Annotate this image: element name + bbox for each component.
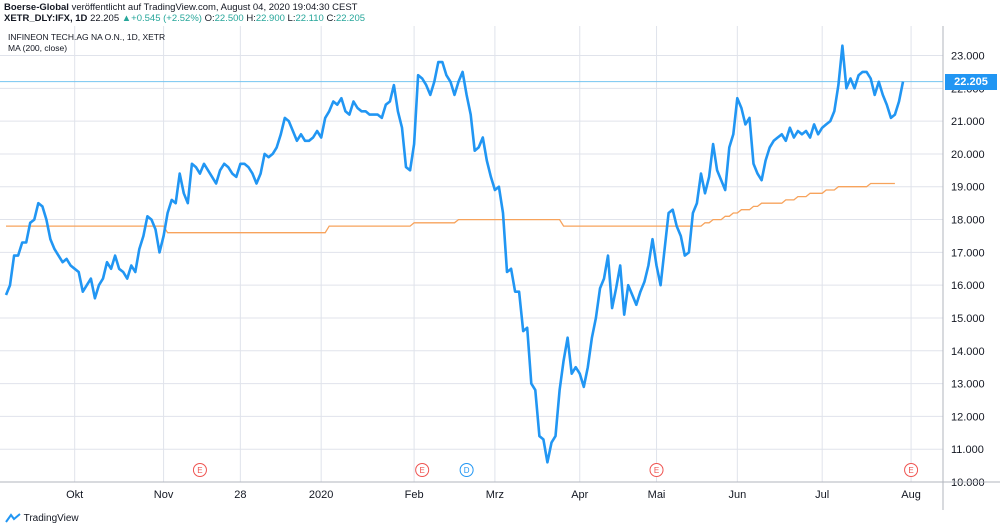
tradingview-icon bbox=[5, 513, 21, 523]
event-label: E bbox=[654, 466, 659, 475]
last-price-tag: 22.205 bbox=[945, 73, 997, 90]
y-tick-label: 16.000 bbox=[951, 280, 985, 292]
publisher-name: Boerse-Global bbox=[4, 2, 69, 13]
earnings-marker[interactable] bbox=[192, 463, 207, 477]
y-tick-label: 23.000 bbox=[951, 51, 985, 63]
x-tick-label: 28 bbox=[234, 489, 246, 501]
y-tick-label: 11.000 bbox=[951, 444, 984, 456]
published-text: veröffentlicht auf TradingView.com, Augu… bbox=[71, 2, 358, 13]
chart-header: Boerse-Global veröffentlicht auf Trading… bbox=[0, 0, 1000, 26]
y-tick-label: 13.000 bbox=[951, 379, 985, 391]
x-tick-label: Aug bbox=[901, 489, 921, 501]
y-tick-label: 21.000 bbox=[951, 116, 985, 128]
publish-info: Boerse-Global veröffentlicht auf Trading… bbox=[4, 2, 357, 13]
earnings-marker[interactable] bbox=[649, 463, 664, 477]
y-tick-label: 20.000 bbox=[951, 149, 985, 161]
instrument-title: INFINEON TECH.AG NA O.N., 1D, XETR bbox=[8, 32, 166, 42]
close-label: C: bbox=[326, 13, 336, 24]
low-label: L: bbox=[287, 13, 296, 24]
symbol-label: XETR_DLY:IFX, 1D bbox=[4, 13, 88, 24]
high-label: H: bbox=[246, 13, 256, 24]
y-tick-label: 15.000 bbox=[951, 313, 985, 325]
low-value: 22.110 bbox=[295, 13, 324, 24]
brand-label: TradingView bbox=[23, 513, 79, 524]
quote-line: XETR_DLY:IFX, 1D 22.205 ▲+0.545 (+2.52%)… bbox=[4, 13, 365, 24]
x-tick-label: Jul bbox=[815, 489, 829, 501]
x-tick-label: Okt bbox=[66, 489, 83, 501]
earnings-marker[interactable] bbox=[415, 463, 430, 477]
chart-area[interactable]: 10.000 11.000 12.000 13.000 14.000 15.000 16.0… bbox=[0, 26, 1000, 510]
x-tick-label: Mai bbox=[648, 489, 666, 501]
y-tick-label: 14.000 bbox=[951, 346, 985, 358]
open-label: O: bbox=[204, 13, 215, 24]
price-line bbox=[4, 44, 905, 464]
price-chart[interactable]: 10.000 11.000 12.000 13.000 14.000 15.000 16.0… bbox=[0, 26, 1000, 510]
close-value: 22.205 bbox=[335, 13, 366, 24]
y-tick-label: 17.000 bbox=[951, 247, 985, 259]
earnings-marker[interactable] bbox=[904, 463, 919, 477]
footer: TradingView bbox=[0, 509, 1000, 528]
dividend-marker[interactable] bbox=[459, 463, 474, 477]
last-price: 22.205 bbox=[90, 13, 120, 24]
arrow-up-icon: ▲ bbox=[121, 13, 132, 24]
x-tick-label: 2020 bbox=[309, 489, 333, 501]
tradingview-logo[interactable]: TradingView bbox=[5, 513, 79, 524]
price-change: +0.545 (+2.52%) bbox=[131, 13, 202, 24]
event-label: E bbox=[908, 466, 913, 475]
event-label: D bbox=[464, 466, 470, 475]
chart-legend: INFINEON TECH.AG NA O.N., 1D, XETR MA (2… bbox=[8, 32, 165, 54]
x-tick-label: Nov bbox=[154, 489, 174, 501]
ma-legend: MA (200, close) bbox=[8, 43, 68, 53]
y-tick-label: 19.000 bbox=[951, 182, 985, 194]
x-tick-label: Jun bbox=[728, 489, 746, 501]
event-label: E bbox=[420, 466, 425, 475]
open-value: 22.500 bbox=[214, 13, 244, 24]
y-tick-label: 10.000 bbox=[951, 477, 985, 489]
ma-200-line bbox=[6, 182, 895, 234]
y-tick-label: 18.000 bbox=[951, 215, 985, 227]
high-value: 22.900 bbox=[255, 13, 285, 24]
event-label: E bbox=[197, 466, 202, 475]
y-tick-label: 12.000 bbox=[951, 411, 985, 423]
x-tick-label: Feb bbox=[405, 489, 424, 501]
x-tick-label: Mrz bbox=[486, 489, 504, 501]
x-tick-label: Apr bbox=[571, 489, 588, 501]
